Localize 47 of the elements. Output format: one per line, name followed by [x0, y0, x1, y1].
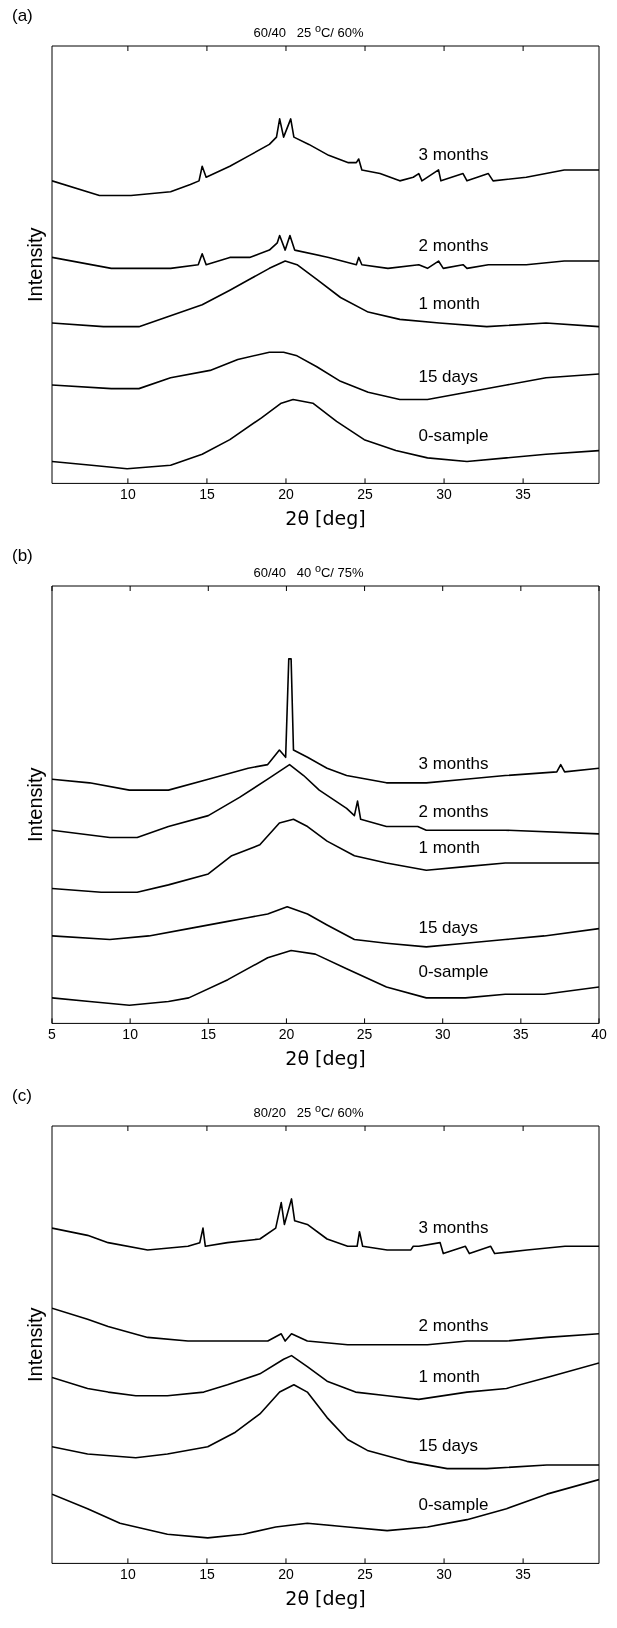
x-tick-label: 25 [356, 1025, 373, 1042]
chart-title: 80/20 25 $^{o}$C/ 60% [253, 1102, 364, 1121]
x-tick-label: 10 [120, 1565, 136, 1582]
y-axis-title: Intensity [23, 227, 46, 302]
series-label: 15 days [418, 1436, 479, 1456]
x-axis-title: 2θ [deg] [285, 506, 366, 529]
x-tick-label: 35 [513, 1025, 529, 1042]
series-label: 1 month [418, 1367, 480, 1387]
x-axis-title: 2θ [deg] [285, 1586, 366, 1609]
series-label: 0-sample [418, 961, 489, 981]
series-label: 1 month [418, 838, 480, 858]
x-tick-label: 30 [436, 485, 453, 502]
series-label: 2 months [418, 236, 489, 256]
x-tick-label: 15 [199, 485, 215, 502]
series-label: 2 months [418, 801, 489, 821]
text: (c) [12, 1086, 32, 1106]
series-label: 1 month [418, 294, 480, 314]
x-tick-label: 20 [278, 1025, 295, 1042]
x-tick-label: 35 [515, 485, 532, 502]
y-axis-title: Intensity [23, 767, 46, 842]
series-label: 2 months [418, 1316, 489, 1336]
x-tick-label: 25 [357, 1565, 374, 1582]
x-axis-title: 2θ [deg] [285, 1046, 366, 1069]
series-label: 0-sample [418, 425, 489, 445]
series-label: 15 days [418, 918, 479, 938]
x-tick-label: 20 [278, 485, 294, 502]
series-label: 0-sample [418, 1494, 489, 1514]
chart-title: 60/40 25 $^{o}$C/ 60% [253, 22, 364, 41]
x-tick-label: 25 [357, 485, 374, 502]
x-tick-label: 30 [436, 1565, 453, 1582]
x-tick-label: 15 [199, 1565, 215, 1582]
chart-title: 60/40 40 $^{o}$C/ 75% [253, 562, 364, 581]
x-tick-label: 10 [120, 485, 136, 502]
x-tick-label: 5 [48, 1025, 57, 1042]
series-label: 3 months [418, 754, 489, 774]
text: (a) [12, 6, 33, 26]
x-tick-label: 30 [434, 1025, 451, 1042]
series-label: 15 days [418, 367, 479, 387]
series-label: 3 months [418, 1217, 489, 1237]
x-tick-label: 35 [515, 1565, 532, 1582]
x-tick-label: 40 [591, 1025, 607, 1042]
series-label: 3 months [418, 144, 489, 164]
x-tick-label: 20 [278, 1565, 294, 1582]
x-tick-label: 10 [122, 1025, 139, 1042]
x-tick-label: 15 [200, 1025, 217, 1042]
y-axis-title: Intensity [23, 1307, 46, 1382]
text: (b) [12, 546, 33, 566]
